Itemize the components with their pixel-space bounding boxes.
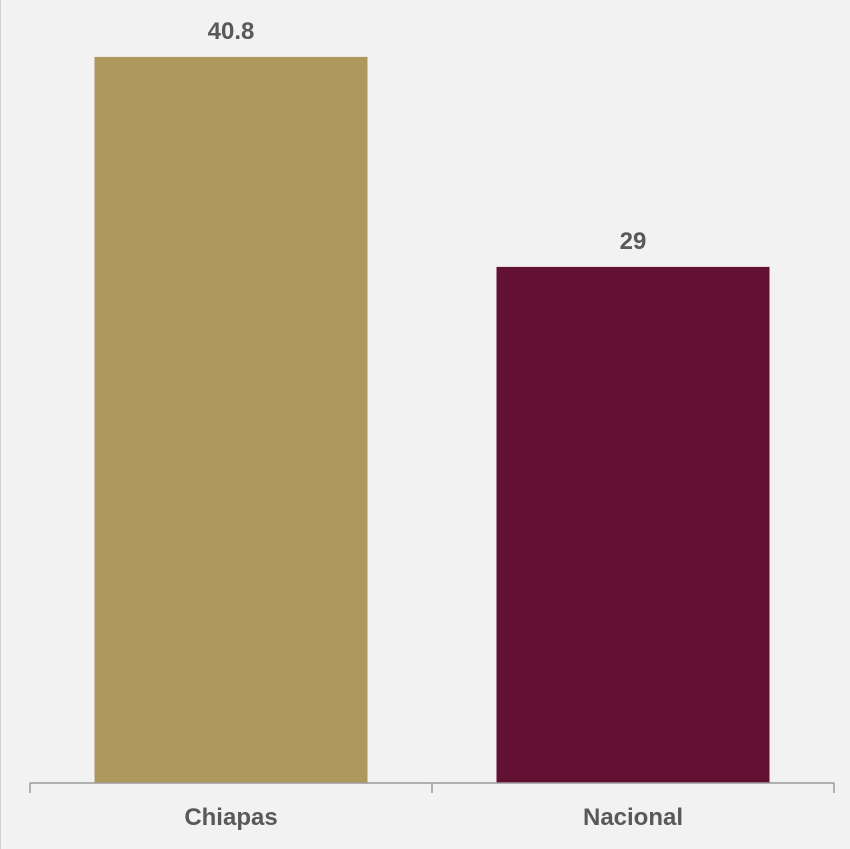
- x-tick-label-chiapas: Chiapas: [184, 804, 277, 831]
- data-label-nacional: 29: [620, 228, 647, 255]
- data-label-chiapas: 40.8: [208, 18, 255, 45]
- bar-nacional: [496, 266, 770, 783]
- x-tick-label-nacional: Nacional: [583, 804, 683, 831]
- bar-chiapas: [94, 56, 368, 783]
